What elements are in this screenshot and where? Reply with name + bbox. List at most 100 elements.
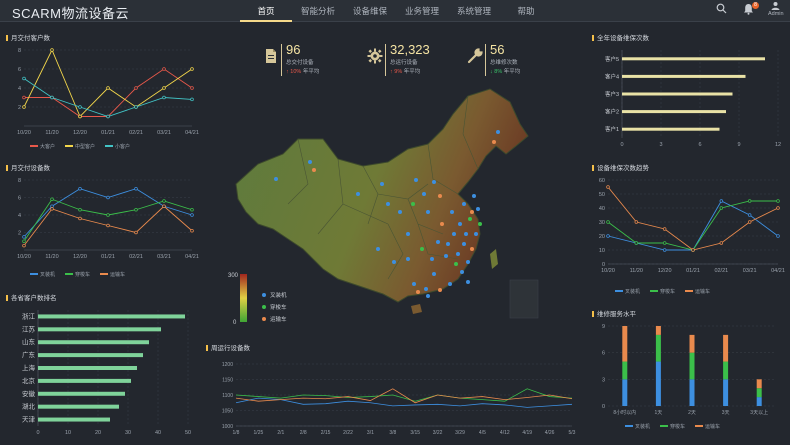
device-marker (456, 252, 460, 256)
data-point (106, 195, 110, 200)
map-scale: 300 0 (228, 273, 247, 326)
device-marker (492, 140, 496, 144)
bar-segment (689, 379, 695, 406)
legend-swatch (100, 273, 109, 275)
kpi-change-value: 10% (290, 69, 302, 75)
y-tick-label: 60 (599, 178, 605, 184)
x-tick-label: 20 (95, 430, 101, 436)
device-marker (412, 282, 416, 286)
china-device-map[interactable]: 300 0 叉装机 穿梭车 运输车 (228, 84, 558, 334)
device-marker (432, 180, 436, 184)
data-point (134, 187, 138, 191)
legend-item[interactable]: 叉装机 (30, 271, 55, 278)
nav-system[interactable]: 系统管理 (456, 6, 491, 16)
user-icon[interactable] (771, 1, 780, 13)
legend-item[interactable]: 运输车 (685, 288, 710, 295)
bell-icon[interactable] (743, 3, 754, 18)
x-tick-label: 50 (185, 430, 191, 436)
data-point (50, 48, 54, 52)
device-marker (438, 288, 442, 292)
x-tick-label: 0 (620, 142, 623, 148)
nav-analysis[interactable]: 智能分析 (300, 6, 335, 16)
bar-segment (689, 334, 695, 353)
device-marker (462, 242, 466, 246)
category-label: 湖北 (22, 402, 36, 411)
legend-item[interactable]: 叉装机 (615, 288, 640, 295)
map-taiwan (490, 249, 498, 269)
device-marker (496, 130, 500, 134)
legend-swatch (685, 290, 694, 292)
chart-ops-devices: 1000 1050 1100 1150 1200 1/8 1/25 2/1 2/8 2/15 2/2… (222, 362, 576, 436)
legend-swatch (30, 273, 38, 275)
x-tick-label: 3 (659, 142, 662, 148)
document-icon (262, 48, 280, 66)
nav-help[interactable]: 帮助 (517, 6, 535, 16)
y-tick-label: 4 (18, 213, 21, 219)
data-point (162, 199, 166, 203)
y-tick-label: 8 (18, 48, 21, 54)
bar (622, 57, 765, 61)
x-tick-label: 2/15 (321, 430, 331, 436)
legend-item[interactable]: 穿梭车 (660, 423, 685, 430)
legend-item[interactable]: 穿梭车 (65, 271, 90, 278)
data-point (162, 67, 166, 71)
top-bar: SCARM物流设备云 首页 智能分析 设备维保 业务管理 系统管理 帮助 8 A… (0, 0, 790, 22)
legend-item[interactable]: 穿梭车 (650, 288, 675, 295)
x-tick-label: 2/1 (277, 430, 284, 436)
data-point (606, 185, 610, 189)
category-label: 客户1 (605, 125, 619, 133)
category-label: 客户4 (605, 72, 619, 80)
chart-annual-maintenance: 0 3 6 9 12 客户5 客户4 客户3 客户2 客户1 (605, 50, 781, 148)
data-point (747, 213, 752, 217)
x-tick-label: 2/22 (343, 430, 353, 436)
kpi-repairs: 56 总维修次数 ↓ 8% 年平均 (466, 42, 556, 82)
bar-segment (655, 334, 661, 362)
device-marker (420, 247, 424, 251)
legend-item[interactable]: 大客户 (30, 143, 55, 150)
x-tick-label: 02/21 (714, 268, 728, 274)
legend-item[interactable]: 小客户 (105, 143, 130, 150)
legend-item[interactable]: 运输车 (695, 423, 720, 430)
x-tick-label: 03/21 (743, 268, 757, 274)
legend-item[interactable]: 叉装机 (625, 423, 650, 430)
device-marker (462, 202, 466, 206)
legend-label: 穿梭车 (670, 424, 686, 430)
data-point (776, 206, 780, 210)
y-tick-label: 6 (18, 67, 21, 73)
kpi-label: 总交付设备 (286, 60, 314, 66)
y-tick-label: 30 (599, 220, 605, 226)
legend-label: 大客户 (40, 144, 56, 150)
y-tick-label: 3 (602, 377, 605, 383)
nav-business[interactable]: 业务管理 (404, 6, 439, 16)
device-marker (386, 202, 390, 206)
wrench-icon (466, 48, 484, 66)
device-marker (454, 262, 458, 266)
x-tick-label: 4/12 (500, 430, 510, 436)
legend-label: 穿梭车 (75, 272, 91, 278)
legend-label: 穿梭车 (660, 289, 676, 295)
legend-item[interactable]: 运输车 (100, 271, 125, 278)
device-marker (426, 210, 430, 214)
nav-home[interactable]: 首页 (240, 0, 292, 22)
x-tick-label: 10/20 (17, 254, 31, 260)
legend-monthly-customers: 大客户 中型客户 小客户 (30, 143, 130, 150)
data-point (78, 207, 82, 212)
y-tick-label: 2 (18, 105, 21, 111)
legend-label: 中型客户 (75, 144, 96, 150)
x-tick-label: 3/1 (367, 430, 374, 436)
nav-maintenance[interactable]: 设备维保 (352, 6, 387, 16)
bar-segment (622, 379, 628, 406)
x-tick-label: 03/21 (157, 130, 171, 136)
search-icon[interactable] (716, 3, 727, 17)
legend-label: 小客户 (115, 144, 131, 150)
bar-segment (622, 361, 628, 380)
x-tick-label: 04/21 (185, 254, 199, 260)
legend-item[interactable]: 中型客户 (65, 143, 95, 150)
chart-service-level: 0 3 6 9 8小时以内 1天 2天 3天 3天以上 (602, 324, 776, 416)
x-tick-label: 01/21 (101, 130, 115, 136)
device-marker (356, 192, 360, 196)
data-point (190, 213, 194, 217)
bar-segment (622, 326, 628, 362)
device-marker (460, 270, 464, 274)
